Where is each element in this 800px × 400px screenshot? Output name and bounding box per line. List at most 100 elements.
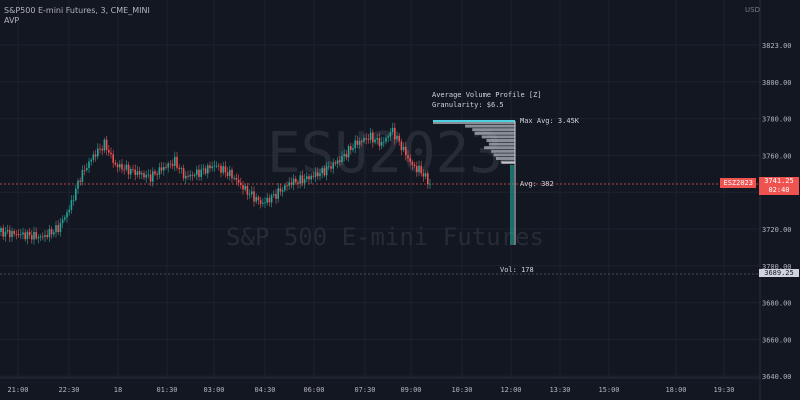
marker-price-tag: 3689.25 — [759, 269, 799, 277]
profile-bar — [484, 146, 515, 150]
candle-body — [180, 168, 183, 170]
profile-bar — [488, 142, 515, 146]
candle-body — [209, 165, 211, 169]
candle-body — [240, 182, 242, 185]
candle-body — [163, 167, 165, 171]
candle-body — [77, 180, 79, 189]
candle-body — [24, 232, 26, 240]
candle-body — [290, 182, 293, 185]
candle-body — [116, 164, 119, 168]
candle-body — [389, 132, 392, 137]
candle-body — [409, 158, 411, 163]
candle-body — [347, 146, 350, 158]
candle-body — [4, 231, 7, 237]
candle-body — [103, 139, 106, 151]
candle-body — [211, 166, 213, 169]
candle-body — [196, 169, 198, 175]
candle-body — [277, 188, 279, 199]
candle-body — [101, 149, 103, 151]
candle-body — [336, 160, 339, 164]
candle-body — [279, 188, 282, 192]
candle-body — [308, 176, 310, 180]
candle-body — [374, 139, 376, 143]
candle-body — [286, 185, 288, 187]
candle-body — [380, 141, 383, 146]
candle-body — [97, 148, 99, 157]
candle-body — [262, 202, 264, 204]
x-tick-label: 12:00 — [500, 386, 521, 394]
candle-body — [310, 175, 312, 180]
watermark-ticker: ESU2023 — [267, 121, 503, 186]
candle-body — [68, 209, 70, 213]
candle-body — [385, 137, 387, 142]
candle-body — [424, 173, 427, 177]
candle-body — [88, 161, 90, 168]
candle-body — [416, 165, 418, 172]
candle-body — [369, 132, 372, 140]
watermark-name: S&P 500 E-mini Futures — [226, 223, 544, 251]
candle-body — [299, 175, 301, 184]
candle-body — [303, 179, 306, 184]
countdown: 02:40 — [768, 186, 790, 194]
candle-body — [61, 219, 64, 224]
candle-body — [429, 183, 431, 185]
candle-body — [281, 190, 284, 192]
candle-body — [75, 188, 77, 201]
candle-body — [306, 176, 308, 180]
profile-info: Average Volume Profile [Z] Granularity: … — [432, 90, 542, 110]
candle-body — [66, 212, 68, 218]
candle-body — [383, 141, 385, 143]
candle-body — [270, 195, 273, 203]
candle-body — [207, 165, 209, 174]
last-price-tag: 3741.25 02:40 — [759, 177, 799, 195]
candle-body — [356, 140, 359, 145]
profile-title: Average Volume Profile [Z] — [432, 91, 542, 99]
y-tick-label: 3640.00 — [762, 373, 792, 381]
candle-body — [138, 171, 141, 175]
candle-body — [158, 167, 161, 175]
candle-body — [251, 191, 253, 195]
candle-body — [343, 153, 345, 157]
candle-body — [108, 149, 110, 153]
candle-body — [28, 231, 31, 236]
indicator-label[interactable]: AVP — [4, 16, 20, 25]
symbol-line: S&P500 E-mini Futures, 3, CME_MINI — [4, 6, 150, 15]
candle-body — [110, 152, 112, 155]
candle-body — [215, 165, 218, 167]
candle-body — [314, 172, 317, 177]
profile-volume-bar — [510, 165, 514, 245]
candle-body — [37, 237, 40, 239]
currency-label[interactable]: USD — [745, 6, 760, 14]
y-tick-label: 3720.00 — [762, 226, 792, 234]
y-tick-label: 3823.00 — [762, 42, 792, 50]
candle-body — [165, 167, 167, 168]
candle-body — [99, 148, 101, 150]
profile-bar — [465, 124, 515, 128]
candle-body — [81, 170, 84, 182]
candle-body — [231, 169, 233, 179]
candle-body — [341, 156, 343, 162]
candle-body — [17, 234, 20, 235]
candle-body — [325, 166, 328, 176]
candle-body — [70, 200, 73, 210]
candle-body — [288, 182, 290, 186]
candle-body — [248, 194, 251, 195]
candle-body — [22, 232, 24, 235]
candle-body — [130, 169, 132, 175]
candle-body — [253, 191, 255, 202]
x-tick-label: 18 — [114, 386, 122, 394]
candle-body — [9, 230, 11, 238]
x-tick-label: 19:30 — [713, 386, 734, 394]
x-tick-label: 03:00 — [203, 386, 224, 394]
candle-body — [233, 177, 235, 179]
candle-body — [174, 156, 176, 166]
candle-body — [86, 167, 88, 171]
candle-body — [143, 173, 145, 178]
candle-body — [6, 230, 9, 232]
candle-body — [420, 165, 422, 174]
candle-body — [152, 171, 154, 182]
candle-body — [33, 231, 35, 240]
last-price-value: 3741.25 — [764, 177, 794, 185]
